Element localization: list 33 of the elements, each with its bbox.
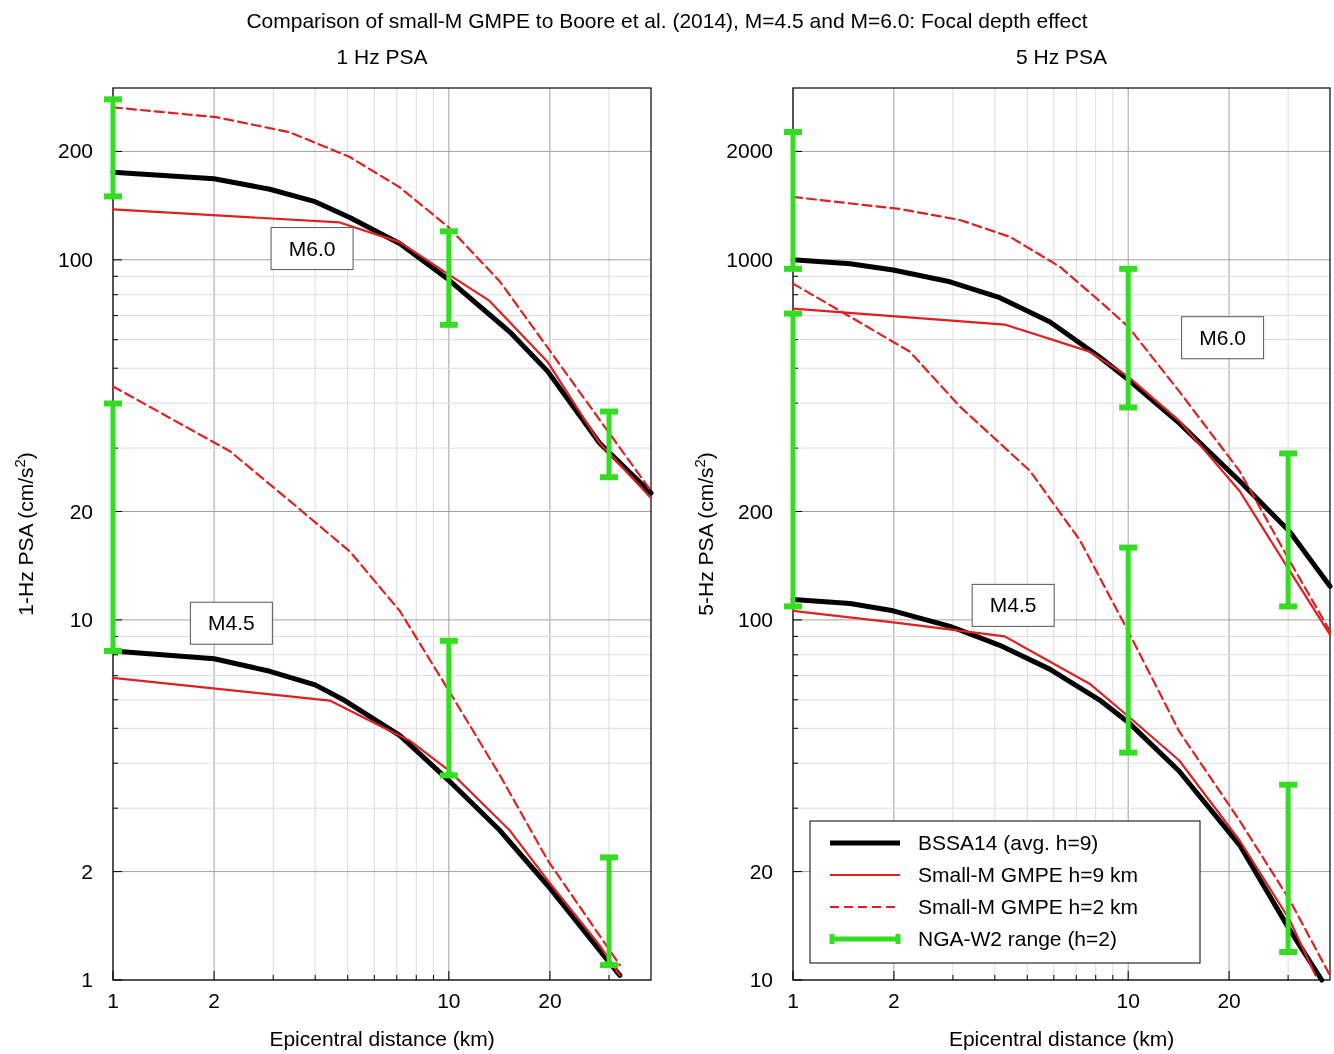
annotation: M6.0 bbox=[288, 236, 336, 260]
y-tick-label: 200 bbox=[737, 499, 773, 523]
x-tick-label: 10 bbox=[1116, 989, 1140, 1012]
chart-title: Comparison of small-M GMPE to Boore et al. (2014), M=4.5 and M=6.0: Focal depth effect bbox=[246, 9, 1088, 32]
x-tick-label: 20 bbox=[1217, 989, 1241, 1012]
legend-label: Small-M GMPE h=9 km bbox=[918, 863, 1138, 886]
y-tick-label: 100 bbox=[57, 247, 93, 271]
y-tick-label: 2 bbox=[81, 859, 93, 883]
x-tick-label: 1 bbox=[787, 989, 799, 1012]
y-tick-label: 1 bbox=[81, 968, 93, 991]
x-tick-label: 20 bbox=[538, 989, 562, 1012]
x-tick-label: 1 bbox=[107, 989, 119, 1012]
legend-label: Small-M GMPE h=2 km bbox=[918, 895, 1138, 918]
chart-subtitle: 1 Hz PSA bbox=[336, 45, 428, 68]
y-tick-label: 20 bbox=[69, 499, 93, 523]
x-axis-title: Epicentral distance (km) bbox=[269, 1027, 495, 1050]
chart-subtitle: 5 Hz PSA bbox=[1015, 45, 1108, 68]
x-axis-title: Epicentral distance (km) bbox=[948, 1027, 1175, 1050]
y-tick-label: 10 bbox=[749, 968, 773, 991]
y-tick-label: 1000 bbox=[726, 247, 773, 271]
legend-label: NGA-W2 range (h=2) bbox=[918, 927, 1117, 950]
y-tick-label: 200 bbox=[57, 139, 93, 163]
x-tick-label: 2 bbox=[208, 989, 220, 1012]
annotation: M4.5 bbox=[989, 593, 1037, 617]
legend-label: BSSA14 (avg. h=9) bbox=[918, 831, 1099, 854]
annotation: M6.0 bbox=[1199, 325, 1246, 349]
y-tick-label: 20 bbox=[749, 859, 773, 883]
y-tick-label: 2000 bbox=[726, 139, 773, 163]
y-tick-label: 100 bbox=[737, 607, 773, 631]
y-tick-label: 10 bbox=[69, 607, 93, 631]
annotation: M4.5 bbox=[208, 611, 255, 635]
x-tick-label: 10 bbox=[437, 989, 461, 1012]
x-tick-label: 2 bbox=[888, 989, 900, 1012]
